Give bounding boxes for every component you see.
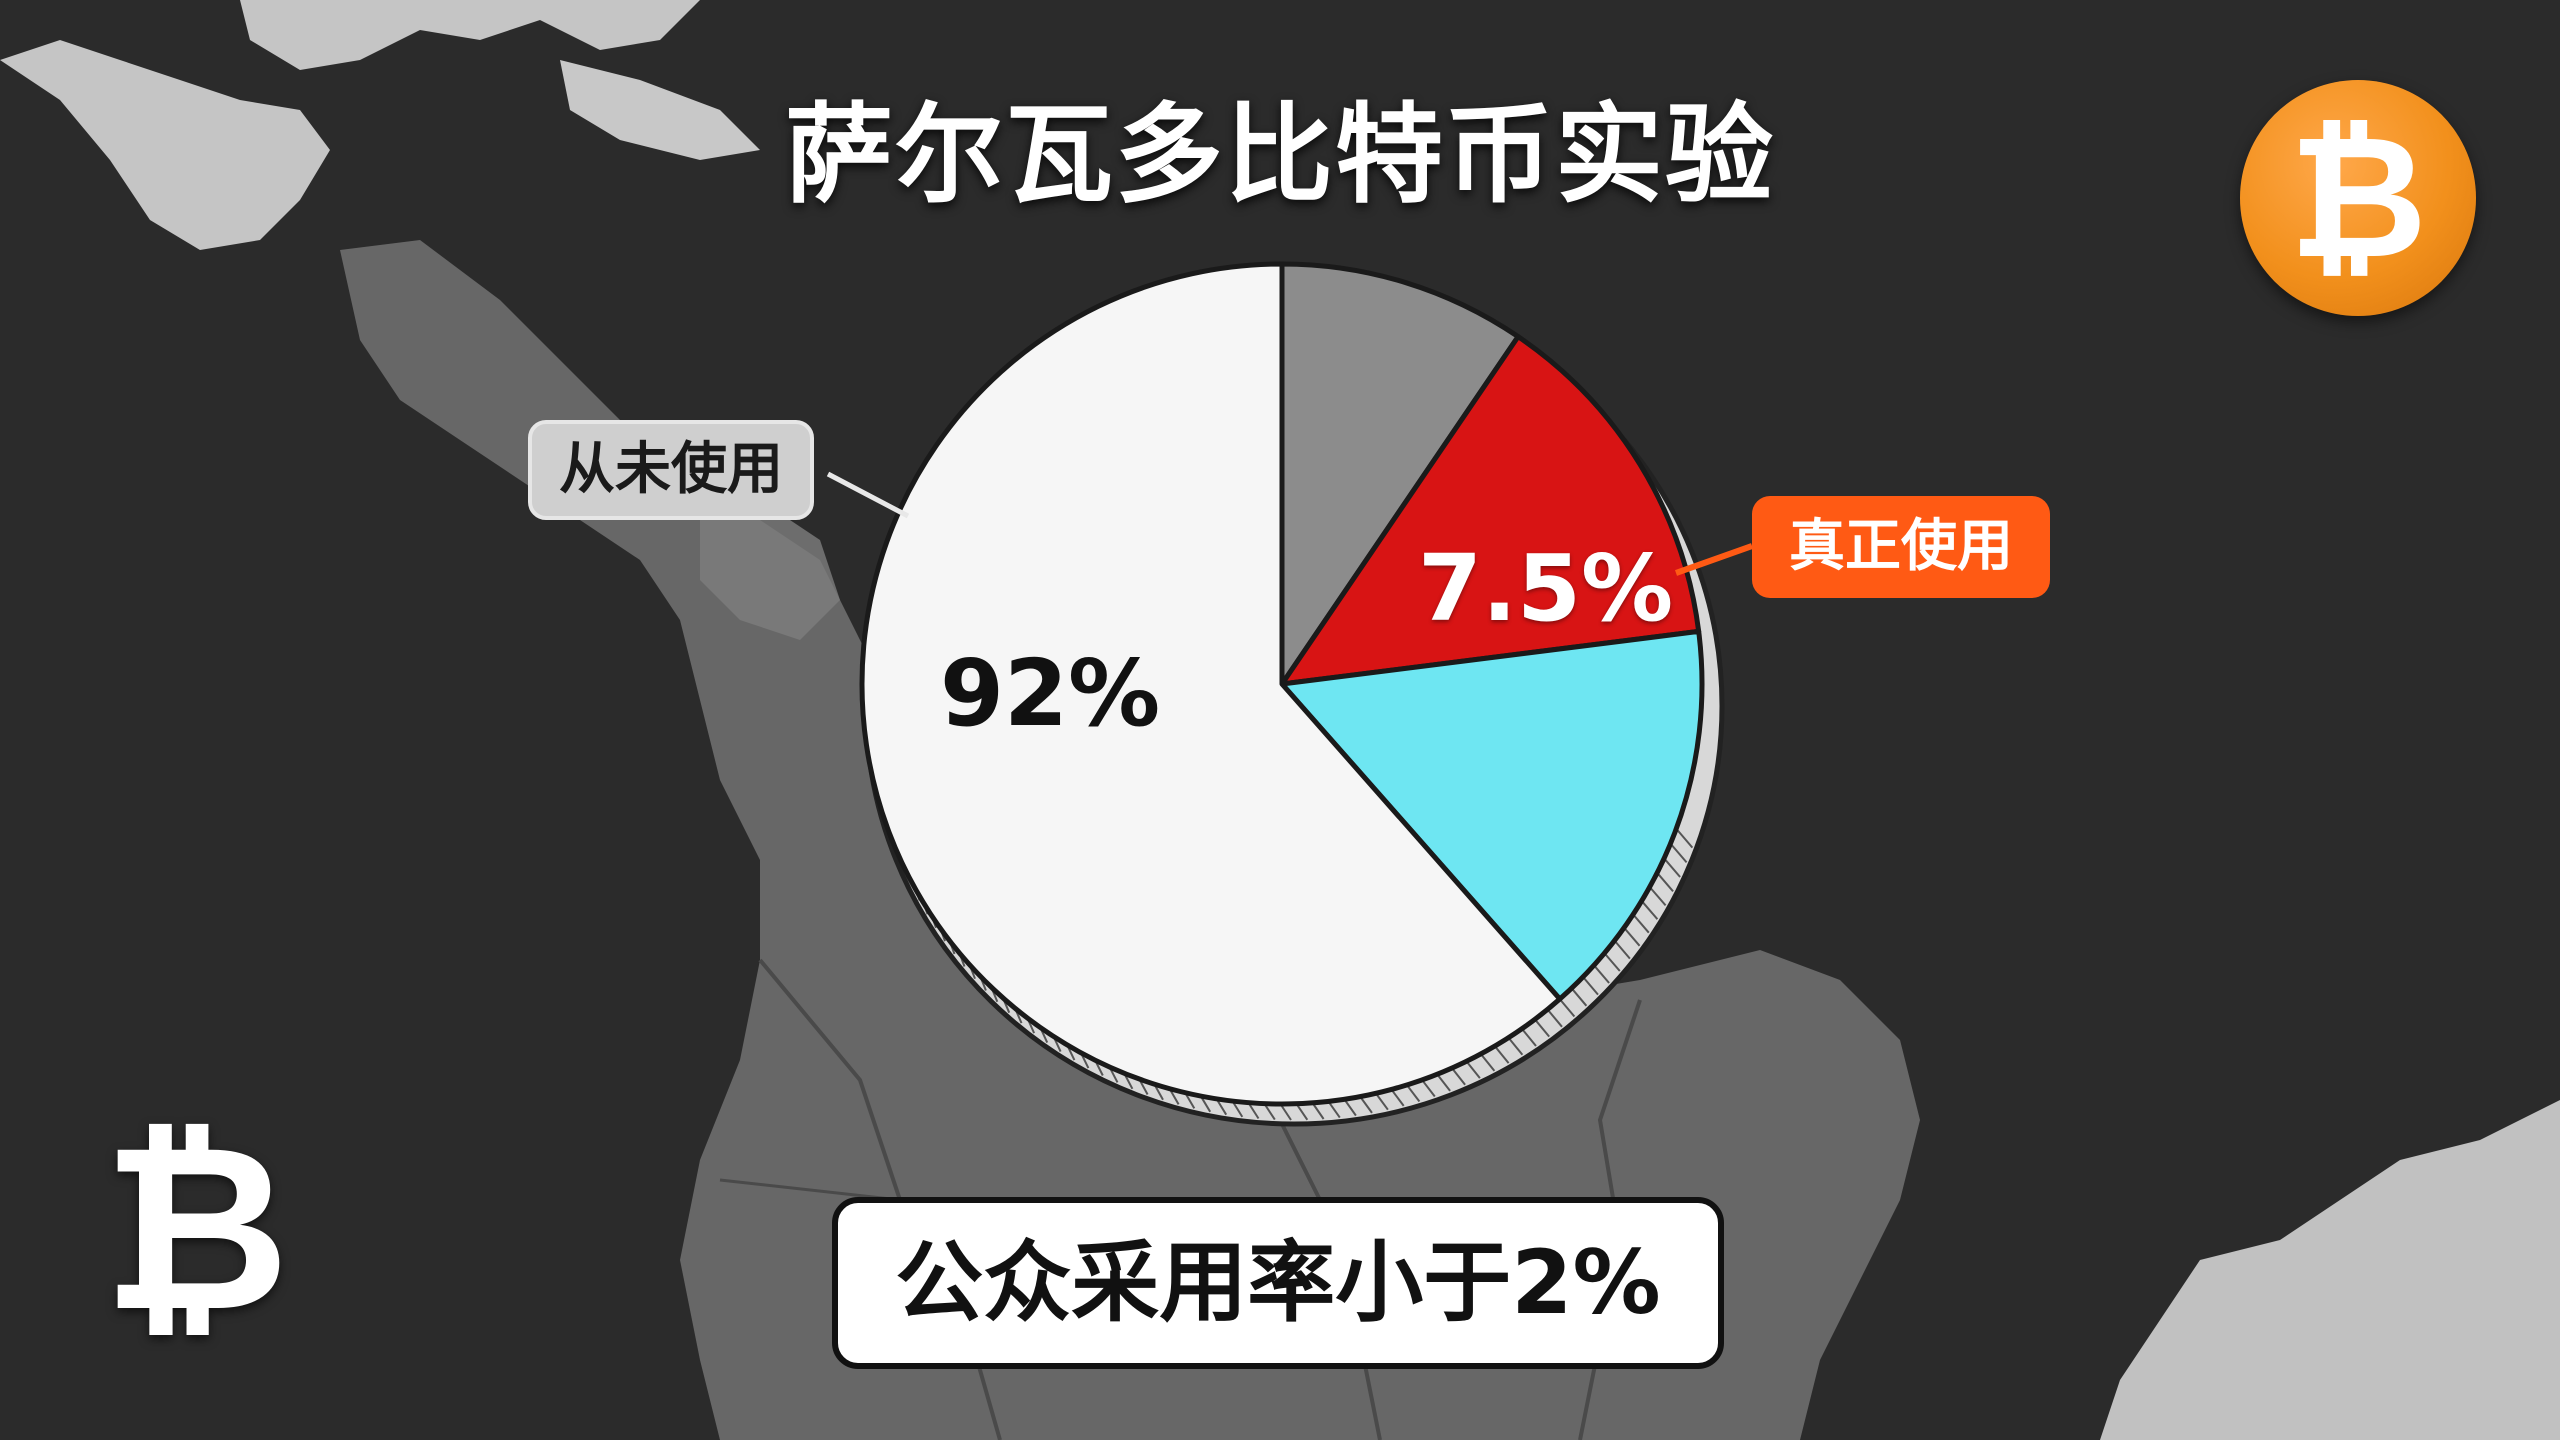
pie-slice-2: [1279, 628, 1705, 1002]
slice-label-red: 7.5%: [1418, 535, 1674, 642]
landmass-bottom-right: [2100, 1100, 2560, 1440]
bitcoin-symbol-icon: ₿: [102, 1096, 290, 1363]
label-actually-used: 真正使用: [1752, 496, 2050, 598]
pie-slice-0: [1279, 261, 1521, 687]
label-never-used: 从未使用: [528, 420, 814, 520]
bitcoin-coin-glyph: ₿: [2288, 99, 2428, 297]
bitcoin-coin-icon: ₿: [2240, 80, 2476, 316]
leader-line-real: [1674, 543, 1754, 576]
pie-slice-1: [1279, 334, 1702, 687]
caption-box: 公众采用率小于2%: [832, 1197, 1724, 1369]
slice-label-white: 92%: [940, 640, 1161, 747]
pie-slices: [859, 261, 1705, 1107]
landmass-top-left: [0, 0, 700, 250]
leader-line-never: [826, 471, 910, 519]
pie-slice-3: [859, 261, 1563, 1107]
page-title: 萨尔瓦多比特币实验: [784, 93, 1775, 218]
